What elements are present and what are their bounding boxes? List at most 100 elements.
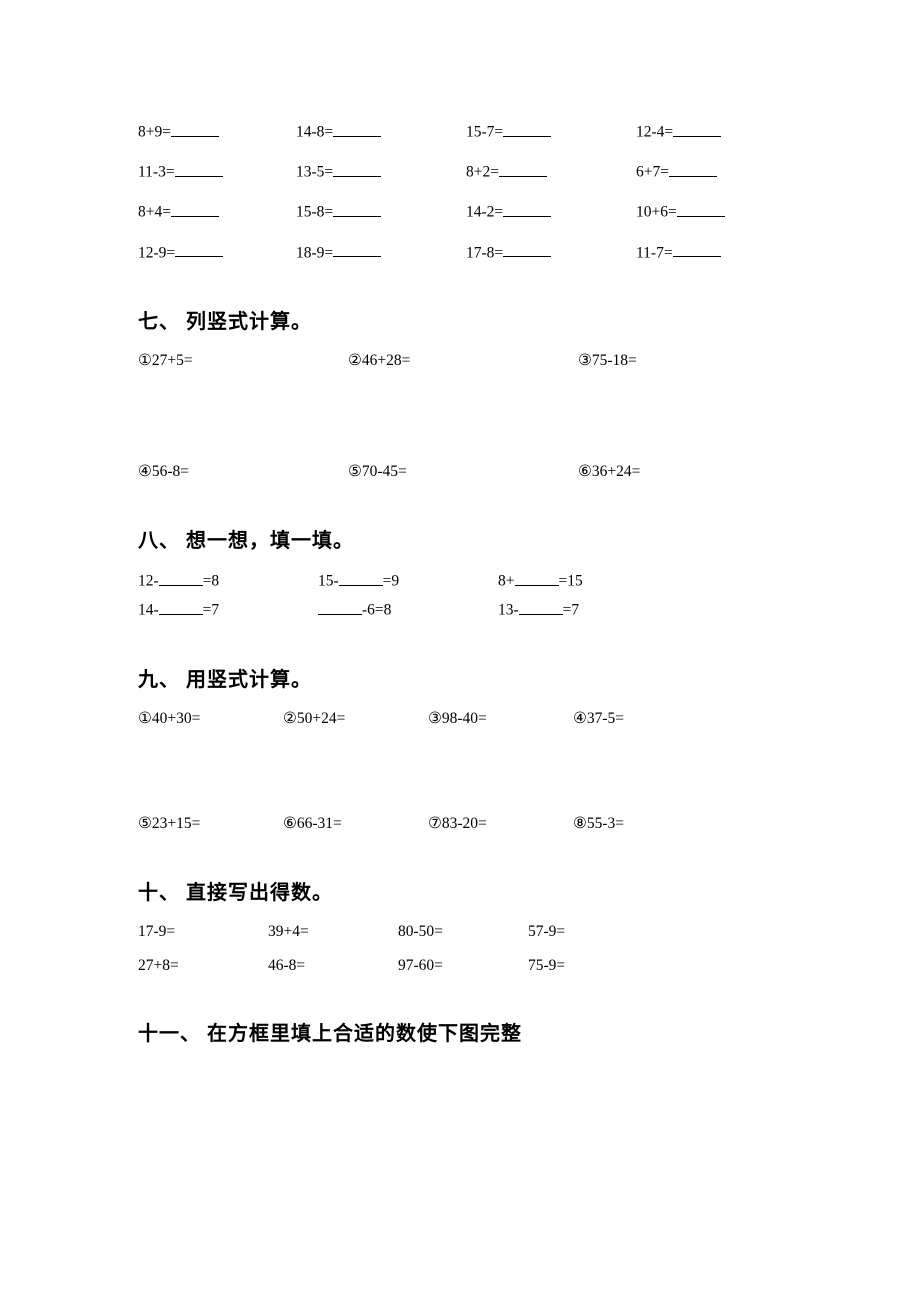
mental-calc-item: 57-9=	[528, 921, 782, 943]
equation-cell: 13-5=	[296, 160, 466, 183]
fill-cell: -6=8	[318, 598, 498, 621]
vertical-calc-item: ④37-5=	[573, 708, 782, 730]
section-9-grid: ①40+30= ②50+24= ③98-40= ④37-5= ⑤23+15= ⑥…	[138, 708, 782, 835]
blank-line[interactable]	[673, 120, 721, 137]
vertical-calc-item: ④56-8=	[138, 461, 348, 483]
equation-text: 11-7=	[636, 244, 673, 261]
mental-calc-item: 75-9=	[528, 955, 782, 977]
equation-text: 6+7=	[636, 164, 669, 181]
blank-line[interactable]	[171, 200, 219, 217]
fill-cell: 15- =9	[318, 569, 498, 592]
fill-cell: 13- =7	[498, 598, 782, 621]
mental-calc-item: 17-9=	[138, 921, 268, 943]
equation-cell: 18-9=	[296, 241, 466, 264]
vertical-calc-item: ⑤23+15=	[138, 813, 283, 835]
equation-cell: 8+4=	[138, 200, 296, 223]
section-10-heading: 十、 直接写出得数。	[138, 879, 782, 907]
equation-text: 14-2=	[466, 204, 503, 221]
blank-line[interactable]	[673, 241, 721, 258]
section-7-grid: ①27+5= ②46+28= ③75-18= ④56-8= ⑤70-45= ⑥3…	[138, 350, 782, 483]
equation-cell: 6+7=	[636, 160, 782, 183]
vertical-calc-item: ⑧55-3=	[573, 813, 782, 835]
blank-line[interactable]	[159, 598, 203, 615]
fill-post: =8	[203, 573, 220, 590]
vertical-calc-item: ③98-40=	[428, 708, 573, 730]
equation-cell: 14-8=	[296, 120, 466, 143]
blank-line[interactable]	[318, 598, 362, 615]
equation-cell: 8+2=	[466, 160, 636, 183]
equation-cell: 11-3=	[138, 160, 296, 183]
equation-text: 11-3=	[138, 164, 175, 181]
blank-line[interactable]	[519, 598, 563, 615]
blank-line[interactable]	[503, 241, 551, 258]
worksheet-page: 8+9= 14-8= 15-7= 12-4= 11-3= 13-5= 8+2= …	[0, 0, 920, 1302]
blank-line[interactable]	[333, 200, 381, 217]
section-8-heading: 八、 想一想，填一填。	[138, 527, 782, 555]
blank-line[interactable]	[333, 160, 381, 177]
vertical-calc-item: ①27+5=	[138, 350, 348, 372]
fill-pre: 13-	[498, 602, 519, 619]
fill-pre: 12-	[138, 573, 159, 590]
equation-text: 18-9=	[296, 244, 333, 261]
equation-cell: 11-7=	[636, 241, 782, 264]
vertical-calc-item: ②46+28=	[348, 350, 578, 372]
blank-line[interactable]	[159, 569, 203, 586]
fill-pre: 15-	[318, 573, 339, 590]
equation-text: 15-8=	[296, 204, 333, 221]
equation-text: 12-4=	[636, 124, 673, 141]
mental-calc-item: 39+4=	[268, 921, 398, 943]
equation-text: 17-8=	[466, 244, 503, 261]
section-9-heading: 九、 用竖式计算。	[138, 666, 782, 694]
equation-text: 13-5=	[296, 164, 333, 181]
blank-line[interactable]	[677, 200, 725, 217]
mental-calc-item: 27+8=	[138, 955, 268, 977]
blank-line[interactable]	[339, 569, 383, 586]
fill-pre: 8+	[498, 573, 515, 590]
fill-cell: 14- =7	[138, 598, 318, 621]
section-10-grid: 17-9= 39+4= 80-50= 57-9= 27+8= 46-8= 97-…	[138, 921, 782, 976]
blank-line[interactable]	[503, 120, 551, 137]
equation-text: 8+2=	[466, 164, 499, 181]
mental-calc-item: 80-50=	[398, 921, 528, 943]
equation-cell: 12-4=	[636, 120, 782, 143]
vertical-calc-item: ②50+24=	[283, 708, 428, 730]
blank-line[interactable]	[333, 120, 381, 137]
fill-cell: 8+ =15	[498, 569, 782, 592]
equation-cell: 10+6=	[636, 200, 782, 223]
blank-line[interactable]	[171, 120, 219, 137]
top-equation-grid: 8+9= 14-8= 15-7= 12-4= 11-3= 13-5= 8+2= …	[138, 120, 782, 264]
fill-pre: 14-	[138, 602, 159, 619]
vertical-calc-item: ⑥36+24=	[578, 461, 782, 483]
vertical-calc-item: ⑦83-20=	[428, 813, 573, 835]
vertical-calc-item: ⑥66-31=	[283, 813, 428, 835]
equation-text: 14-8=	[296, 124, 333, 141]
equation-cell: 12-9=	[138, 241, 296, 264]
equation-text: 10+6=	[636, 204, 677, 221]
mental-calc-item: 46-8=	[268, 955, 398, 977]
equation-cell: 15-7=	[466, 120, 636, 143]
equation-cell: 8+9=	[138, 120, 296, 143]
section-7-heading: 七、 列竖式计算。	[138, 308, 782, 336]
fill-post: =15	[559, 573, 583, 590]
fill-post: =7	[563, 602, 580, 619]
equation-cell: 14-2=	[466, 200, 636, 223]
fill-post: =9	[383, 573, 400, 590]
blank-line[interactable]	[333, 241, 381, 258]
fill-post: -6=8	[362, 602, 391, 619]
fill-post: =7	[203, 602, 220, 619]
blank-line[interactable]	[175, 241, 223, 258]
vertical-calc-item: ①40+30=	[138, 708, 283, 730]
equation-cell: 17-8=	[466, 241, 636, 264]
fill-cell: 12- =8	[138, 569, 318, 592]
section-8-grid: 12- =8 15- =9 8+ =15 14- =7 -6=8 13- =7	[138, 569, 782, 621]
equation-text: 15-7=	[466, 124, 503, 141]
equation-cell: 15-8=	[296, 200, 466, 223]
mental-calc-item: 97-60=	[398, 955, 528, 977]
blank-line[interactable]	[503, 200, 551, 217]
blank-line[interactable]	[515, 569, 559, 586]
equation-text: 8+4=	[138, 204, 171, 221]
vertical-calc-item: ⑤70-45=	[348, 461, 578, 483]
blank-line[interactable]	[499, 160, 547, 177]
blank-line[interactable]	[669, 160, 717, 177]
blank-line[interactable]	[175, 160, 223, 177]
